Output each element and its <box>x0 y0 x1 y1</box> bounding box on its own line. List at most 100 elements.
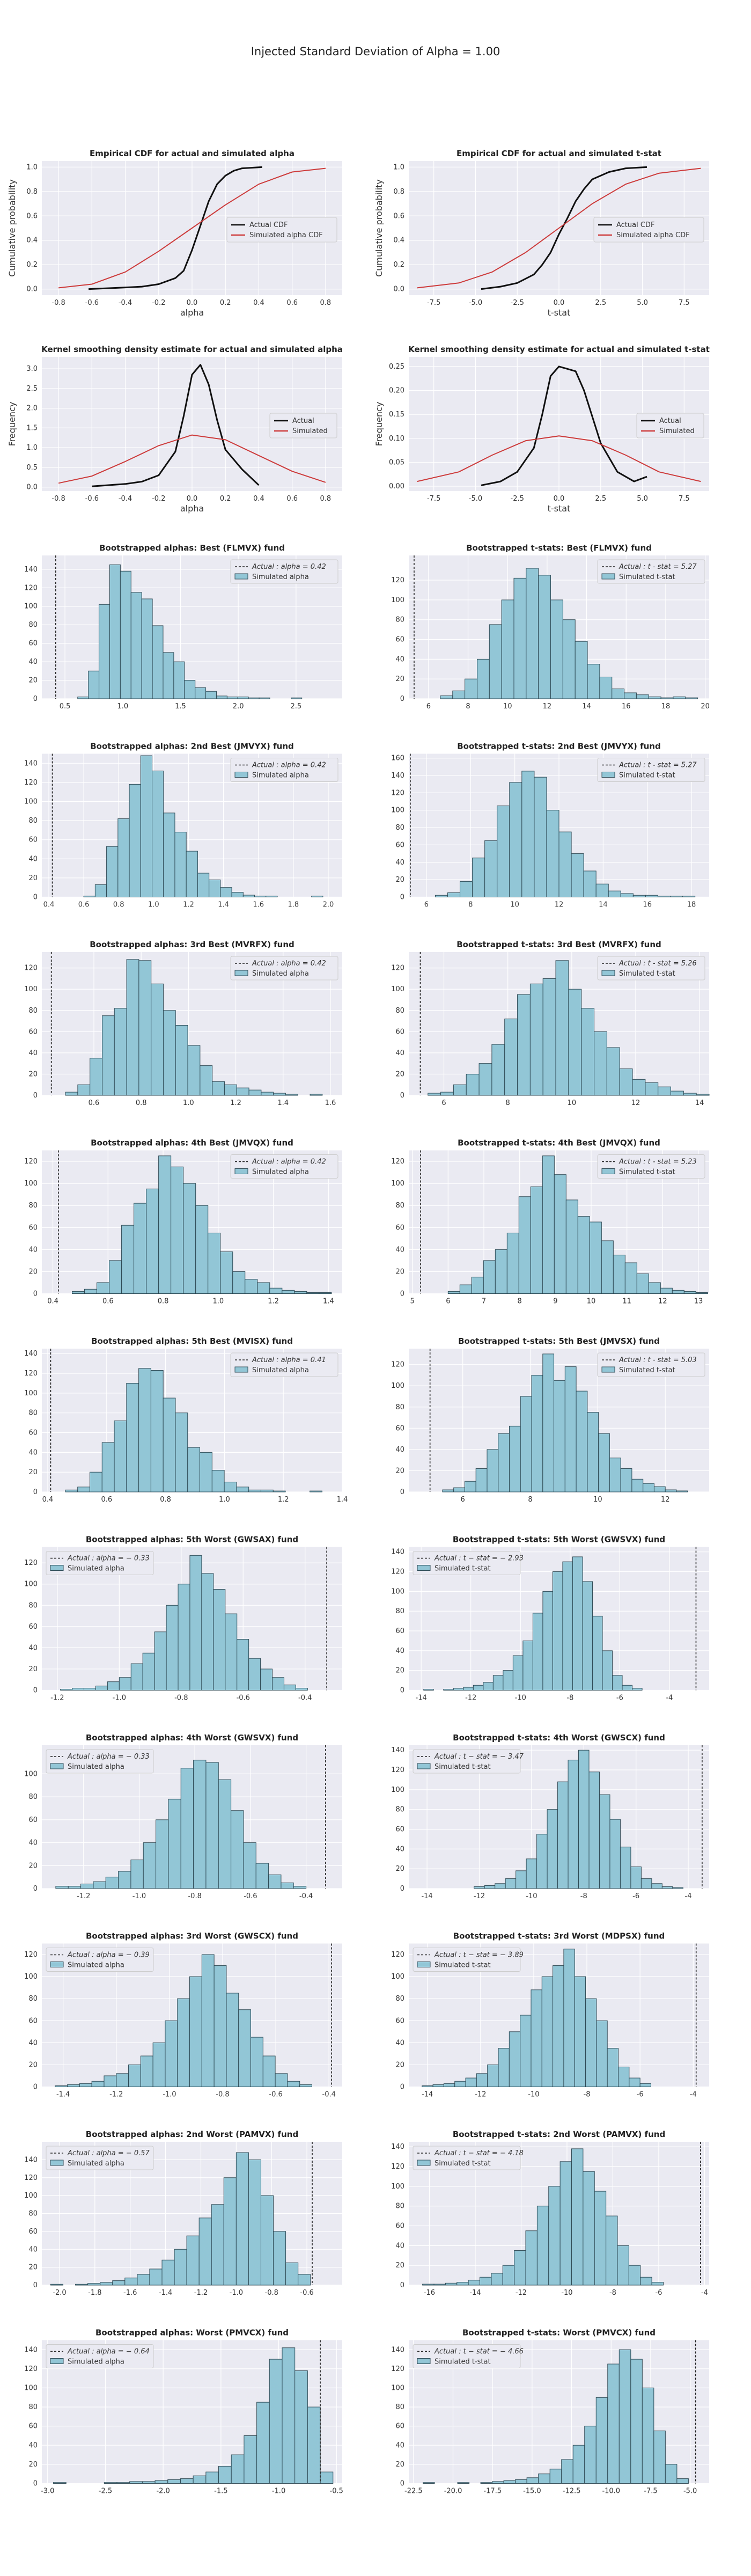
legend-label-simulated: Simulated t-stat <box>619 970 675 978</box>
histogram-bar <box>665 2464 678 2484</box>
histogram-bar <box>101 1015 115 1096</box>
histogram-bar <box>565 1199 578 1294</box>
x-tick-label: -0.6 <box>237 1694 250 1702</box>
y-tick-label: 60 <box>395 1627 404 1635</box>
y-tick-label: 120 <box>24 1951 38 1959</box>
histogram-bar <box>423 1689 434 1691</box>
histogram-bar <box>100 2282 113 2286</box>
legend-label-actual: Actual : t − stat = − 3.89 <box>434 1951 524 1959</box>
histogram-bar <box>93 1881 106 1889</box>
x-tick-label: -0.4 <box>322 2091 336 2099</box>
y-tick-label: 100 <box>24 1180 38 1188</box>
histogram-bar <box>422 2085 433 2087</box>
histogram-bar <box>225 1613 238 1691</box>
x-tick-label: -1.0 <box>163 2091 176 2099</box>
y-tick-label: 20 <box>395 2461 404 2469</box>
histogram-bar <box>464 1481 476 1492</box>
y-tick-label: 0.15 <box>389 411 404 419</box>
histogram-bar <box>242 895 255 897</box>
histogram-bar <box>480 2277 492 2286</box>
histogram-bar <box>542 1353 555 1492</box>
legend-label-actual: Actual : alpha = 0.42 <box>252 563 326 571</box>
histogram-bar <box>617 2245 629 2286</box>
legend-label-simulated: Simulated alpha <box>252 970 309 978</box>
y-tick-label: 120 <box>24 2174 38 2182</box>
histogram-bar <box>465 678 477 699</box>
y-tick-label: 60 <box>28 2017 38 2025</box>
legend <box>413 1948 521 1972</box>
x-tick-label: 0.8 <box>113 901 124 909</box>
histogram-bar <box>138 1368 151 1492</box>
y-tick-label: 100 <box>24 1770 38 1778</box>
histogram-bar <box>517 994 531 1096</box>
histogram-bar <box>218 2465 232 2484</box>
histogram-bar <box>121 1225 135 1294</box>
histogram-bar <box>501 599 514 699</box>
histogram-bar <box>620 1847 631 1889</box>
histogram-bar <box>433 2284 446 2286</box>
y-tick-label: 20 <box>28 2061 38 2069</box>
y-tick-label: 20 <box>28 677 38 685</box>
y-tick-label: 40 <box>28 1644 38 1652</box>
x-tick-label: -4 <box>690 2091 697 2099</box>
histogram-bar <box>643 1483 654 1492</box>
histogram-bar <box>183 1183 196 1294</box>
histogram-bar <box>564 1366 577 1492</box>
y-tick-label: 40 <box>28 658 38 666</box>
histogram-bar <box>65 1092 78 1096</box>
x-tick-label: 10 <box>503 702 512 711</box>
histogram-bar <box>175 1413 188 1492</box>
histogram-bar <box>673 696 686 699</box>
y-tick-label: 100 <box>391 2384 404 2392</box>
legend-swatch <box>234 1168 248 1174</box>
y-tick-label: 160 <box>391 755 404 763</box>
x-tick-label: 5.0 <box>637 299 648 307</box>
histogram-bar <box>120 570 131 699</box>
y-tick-label: 1.0 <box>26 444 38 452</box>
x-tick-label: -0.8 <box>188 1892 201 1900</box>
x-tick-label: -3.0 <box>41 2487 54 2496</box>
histogram-bar <box>542 978 556 1096</box>
histogram-bar <box>497 806 510 898</box>
legend-label-actual: Actual : t − stat = − 4.18 <box>434 2149 524 2157</box>
x-tick-label: 2.0 <box>323 901 334 909</box>
chart-title: Bootstrapped alphas: Best (FLMVX) fund <box>99 543 285 553</box>
histogram-bar <box>244 2435 257 2484</box>
histogram-bar <box>211 1469 225 1492</box>
y-tick-label: 40 <box>395 655 404 663</box>
histogram-bar <box>587 664 600 699</box>
legend-label-simulated: Simulated t-stat <box>619 1366 675 1374</box>
chart-panel-12: 5 6 7 8 9 10 11 12 13 0 20 40 60 80 100 120 Bootstrapped… <box>391 1138 709 1306</box>
histogram-bar <box>281 1882 294 1889</box>
legend-label-actual: Actual : t − stat = − 4.66 <box>434 2348 524 2356</box>
histogram-bar <box>260 1489 274 1492</box>
histogram-bar <box>547 1809 558 1889</box>
histogram-bar <box>294 2370 308 2484</box>
histogram-bar <box>487 2064 499 2088</box>
x-tick-label: -2.5 <box>511 495 524 503</box>
x-tick-label: 1.0 <box>183 1099 194 1107</box>
chart-title: Bootstrapped alphas: 4th Best (JMVQX) fu… <box>91 1138 293 1148</box>
histogram-bar <box>589 1221 602 1294</box>
histogram-bar <box>685 697 698 699</box>
legend-label-simulated: Simulated alpha <box>68 1962 124 1970</box>
histogram-bar <box>104 2482 117 2484</box>
chart-title: Bootstrapped alphas: 3rd Best (MVRFX) fu… <box>90 940 294 949</box>
y-tick-label: 60 <box>395 1028 404 1036</box>
x-tick-label: 10 <box>587 1298 596 1306</box>
histogram-bar <box>562 1561 573 1690</box>
histogram-bar <box>599 1794 610 1889</box>
x-tick-label: 1.0 <box>117 702 128 711</box>
histogram-bar <box>236 1087 249 1096</box>
histogram-bar <box>440 1092 454 1096</box>
x-tick-label: -1.5 <box>214 2487 227 2496</box>
histogram-bar <box>695 1292 708 1294</box>
histogram-bar <box>67 2084 80 2088</box>
histogram-bar <box>119 1677 131 1690</box>
chart-panel-23: -3.0 -2.5 -2.0 -1.5 -1.0 -0.5 0 20 40 60 80 100 120 1… <box>24 2328 343 2496</box>
histogram-bar <box>163 652 174 699</box>
histogram-bar <box>530 1186 543 1294</box>
y-tick-label: 80 <box>28 2403 38 2411</box>
histogram-bar <box>630 1866 642 1889</box>
legend <box>269 413 337 438</box>
